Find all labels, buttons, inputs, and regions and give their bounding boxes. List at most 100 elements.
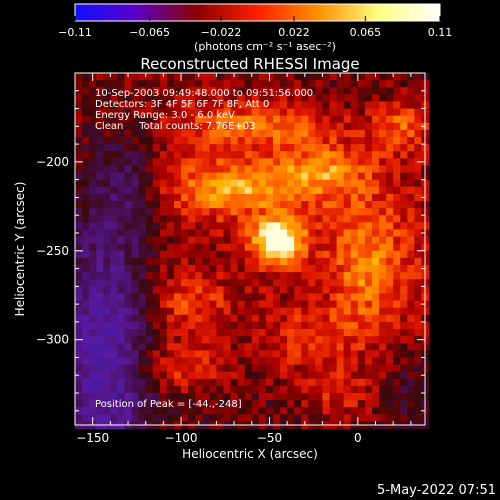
heatmap-cell (280, 357, 288, 366)
heatmap-cell (393, 265, 401, 273)
heatmap-cell (357, 272, 366, 280)
heatmap-cell (400, 208, 408, 216)
heatmap-cell (209, 243, 218, 252)
heatmap-cell (159, 300, 168, 309)
heatmap-cell (364, 286, 373, 295)
heatmap-cell (364, 115, 373, 124)
heatmap-cell (329, 193, 338, 202)
heatmap-cell (103, 137, 111, 145)
heatmap-cell (294, 329, 302, 337)
heatmap-cell (223, 343, 232, 351)
heatmap-cell (230, 108, 239, 117)
heatmap-cell (117, 400, 126, 408)
heatmap-cell (89, 208, 97, 216)
heatmap-cell (336, 393, 345, 401)
heatmap-cell (371, 329, 380, 337)
heatmap-cell (258, 208, 267, 216)
heatmap-cell (287, 279, 295, 287)
heatmap-cell (152, 201, 161, 209)
heatmap-cell (117, 201, 126, 209)
heatmap-cell (230, 186, 239, 195)
heatmap-cell (117, 279, 126, 287)
heatmap-cell (145, 286, 154, 295)
heatmap-cell (230, 208, 239, 216)
heatmap-cell (237, 108, 246, 117)
heatmap-cell (272, 272, 281, 280)
heatmap-cell (188, 222, 196, 231)
heatmap-cell (145, 307, 154, 316)
heatmap-cell (230, 357, 239, 366)
heatmap-cell (110, 371, 119, 380)
heatmap-cell (159, 307, 168, 316)
heatmap-cell (159, 108, 168, 117)
heatmap-cell (124, 286, 133, 295)
heatmap-cell (343, 343, 352, 351)
heatmap-cell (393, 272, 401, 280)
heatmap-cell (265, 243, 274, 252)
heatmap-cell (117, 87, 126, 95)
heatmap-cell (414, 101, 423, 110)
heatmap-cell (237, 115, 246, 124)
heatmap-cell (82, 186, 90, 195)
heatmap-cell (265, 108, 274, 117)
heatmap-cell (181, 144, 189, 152)
heatmap-cell (315, 80, 324, 88)
colorbar-units-label: (photons cm⁻² s⁻¹ asec⁻²) (194, 40, 336, 53)
heatmap-cell (407, 300, 415, 309)
heatmap-cell (265, 286, 274, 295)
heatmap-cell (272, 193, 281, 202)
heatmap-cell (315, 300, 324, 309)
heatmap-cell (89, 165, 97, 174)
heatmap-cell (315, 122, 324, 131)
heatmap-cell (223, 350, 232, 359)
heatmap-cell (166, 279, 175, 287)
heatmap-cell (237, 222, 246, 231)
heatmap-cell (371, 87, 380, 95)
heatmap-cell (166, 357, 175, 366)
heatmap-cell (89, 350, 97, 359)
heatmap-cell (244, 236, 253, 245)
heatmap-cell (301, 407, 309, 415)
heatmap-cell (89, 229, 97, 238)
heatmap-cell (272, 94, 281, 103)
heatmap-cell (308, 350, 316, 359)
colorbar-tick-label: 0.065 (350, 26, 382, 39)
heatmap-cell (414, 307, 423, 316)
heatmap-cell (89, 115, 97, 124)
heatmap-cell (181, 151, 189, 159)
heatmap-cell (181, 279, 189, 287)
heatmap-cell (371, 321, 380, 330)
heatmap-cell (386, 243, 394, 252)
heatmap-cell (75, 201, 83, 209)
heatmap-cell (301, 222, 309, 231)
heatmap-cell (386, 236, 394, 245)
heatmap-cell (96, 236, 104, 245)
heatmap-cell (364, 414, 373, 423)
heatmap-cell (89, 343, 97, 351)
heatmap-cell (103, 144, 111, 152)
heatmap-cell (265, 94, 274, 103)
heatmap-cell (364, 300, 373, 309)
heatmap-cell (393, 172, 401, 181)
heatmap-cell (152, 385, 161, 394)
heatmap-cell (350, 144, 359, 152)
heatmap-cell (258, 350, 267, 359)
heatmap-cell (357, 343, 366, 351)
heatmap-cell (294, 400, 302, 408)
heatmap-cell (216, 80, 225, 88)
heatmap-cell (173, 73, 182, 81)
heatmap-cell (393, 385, 401, 394)
heatmap-cell (152, 250, 161, 259)
heatmap-cell (117, 94, 126, 103)
heatmap-cell (103, 129, 111, 138)
heatmap-cell (280, 165, 288, 174)
heatmap-cell (145, 101, 154, 110)
heatmap-cell (329, 122, 338, 131)
heatmap-cell (124, 364, 133, 373)
heatmap-cell (407, 215, 415, 223)
heatmap-cell (379, 265, 387, 273)
heatmap-cell (103, 115, 111, 124)
heatmap-cell (258, 257, 267, 266)
heatmap-cell (124, 307, 133, 316)
heatmap-cell (223, 87, 232, 95)
